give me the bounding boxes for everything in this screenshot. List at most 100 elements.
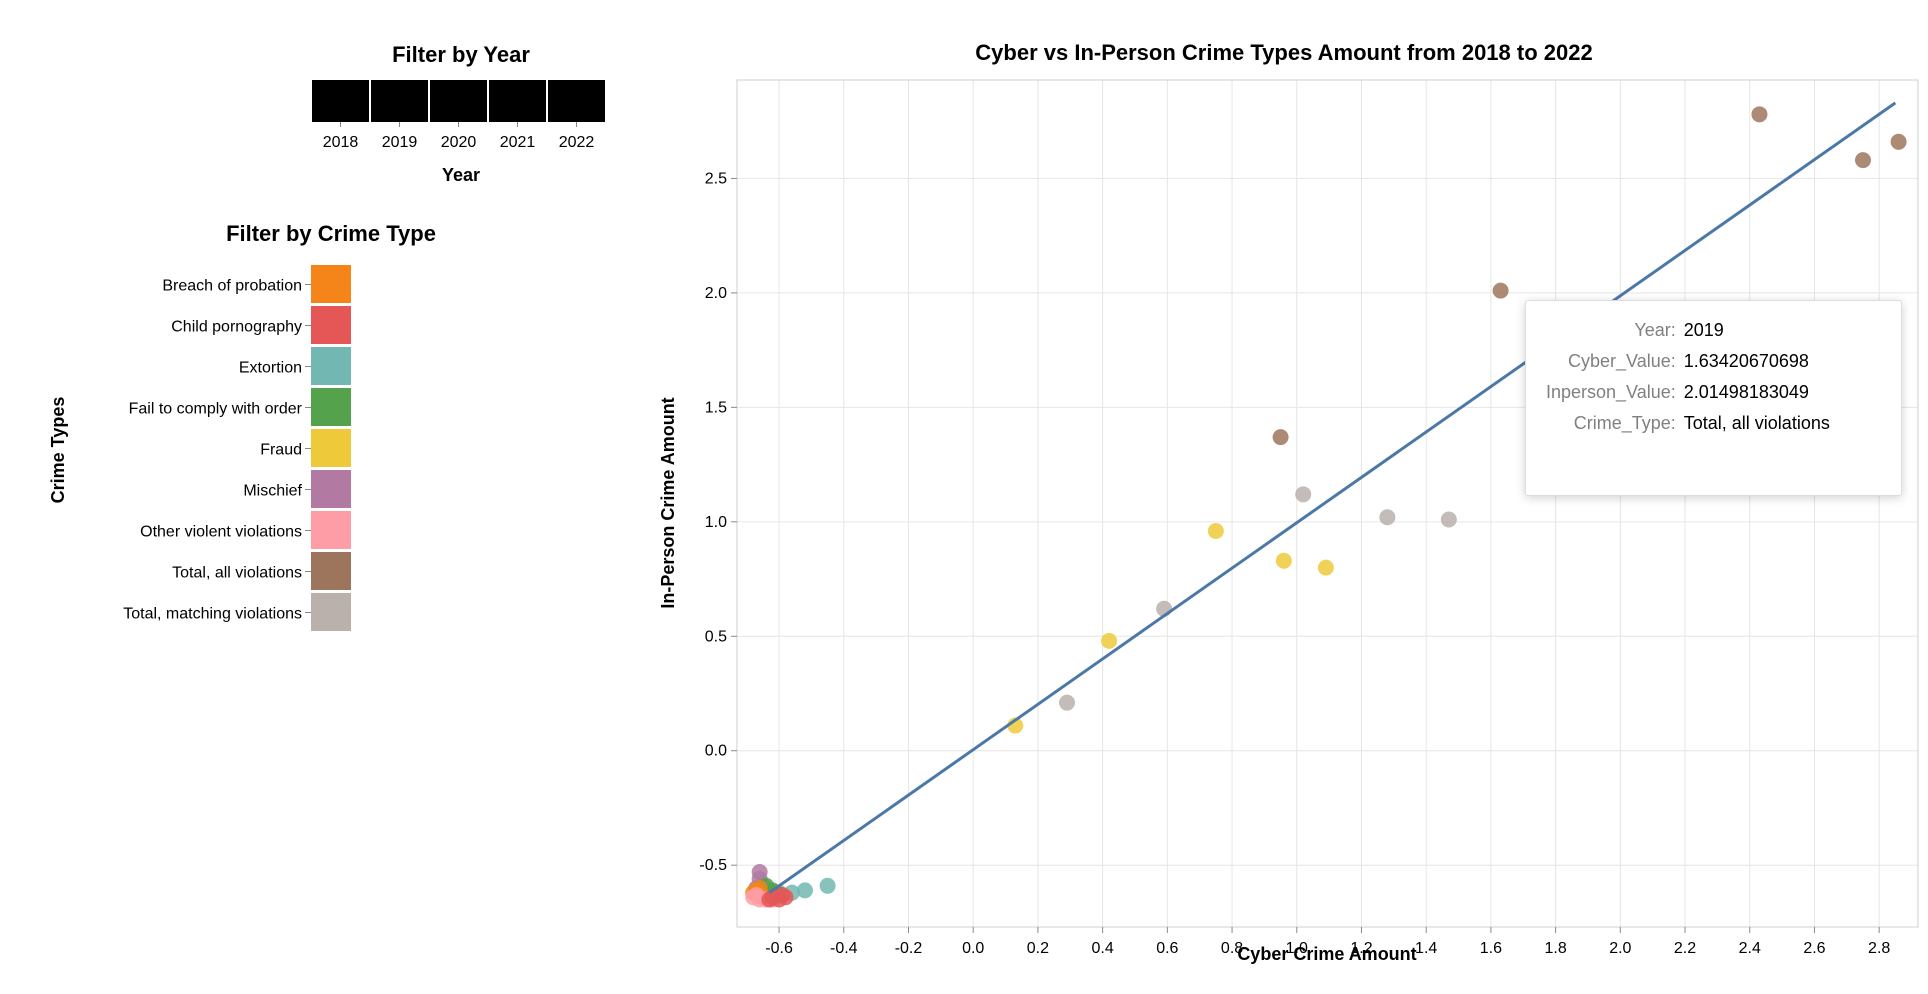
y-tick-label: 0.0 — [705, 743, 727, 760]
tooltip: Year: 2019 Cyber_Value: 1.63420670698 In… — [1525, 300, 1902, 496]
crime-type-label: Breach of probation — [162, 278, 302, 295]
tooltip-value: 2019 — [1683, 320, 1724, 340]
data-point[interactable] — [1295, 486, 1312, 503]
data-point[interactable] — [1101, 632, 1118, 649]
crime-type-swatch-other-violent-violations[interactable] — [311, 511, 351, 549]
tooltip-row-year: Year: 2019 — [1542, 315, 1834, 346]
year-cell-2022[interactable] — [548, 80, 605, 122]
plot-frame — [736, 79, 1919, 928]
crime-type-swatch-fraud[interactable] — [311, 429, 351, 467]
year-cell-2021[interactable] — [489, 80, 546, 122]
year-label: 2022 — [559, 134, 595, 151]
x-tick-label: -0.2 — [895, 940, 923, 957]
year-label: 2019 — [382, 134, 418, 151]
x-tick-label: 0.8 — [1221, 940, 1243, 957]
data-point[interactable] — [1492, 282, 1509, 299]
tooltip-row-inperson: Inperson_Value: 2.01498183049 — [1542, 377, 1834, 408]
year-cell-2018[interactable] — [312, 80, 369, 122]
x-tick-label: 1.0 — [1286, 940, 1308, 957]
data-point[interactable] — [748, 886, 765, 903]
scatter-chart: Cyber vs In-Person Crime Types Amount fr… — [658, 40, 1919, 964]
crime-type-label: Total, all violations — [172, 565, 302, 582]
y-tick-label: 1.5 — [705, 399, 727, 416]
crime-type-label: Extortion — [239, 360, 302, 377]
tooltip-value: 2.01498183049 — [1683, 382, 1809, 402]
crime-type-label: Other violent violations — [140, 524, 302, 541]
x-tick-label: 1.2 — [1350, 940, 1372, 957]
x-tick-label: 0.0 — [962, 940, 984, 957]
x-tick-label: 1.8 — [1544, 940, 1566, 957]
data-point[interactable] — [1272, 429, 1289, 446]
tooltip-key: Cyber_Value: — [1568, 351, 1676, 371]
year-cell-2019[interactable] — [371, 80, 428, 122]
year-filter-axis-title: Year — [442, 165, 480, 185]
crime-type-swatch-extortion[interactable] — [311, 347, 351, 385]
crime-type-axis-title: Crime Types — [48, 397, 68, 504]
tooltip-row-crime-type: Crime_Type: Total, all violations — [1542, 408, 1834, 439]
y-tick-label: 2.0 — [705, 285, 727, 302]
tooltip-key: Crime_Type: — [1573, 413, 1676, 433]
y-axis: -0.5 0.0 0.5 1.0 1.5 2.0 2.5 — [699, 170, 737, 874]
x-tick-label: 0.2 — [1027, 940, 1049, 957]
tooltip-value: Total, all violations — [1683, 413, 1830, 433]
tooltip-key: Year: — [1634, 320, 1676, 340]
crime-type-label: Fraud — [260, 442, 302, 459]
x-tick-label: 1.4 — [1415, 940, 1437, 957]
trend-line — [768, 101, 1897, 894]
x-tick-label: -0.4 — [830, 940, 858, 957]
crime-type-swatch-total-matching-violations[interactable] — [311, 593, 351, 631]
year-label: 2018 — [323, 134, 359, 151]
tooltip-table: Year: 2019 Cyber_Value: 1.63420670698 In… — [1542, 315, 1834, 439]
year-cell-2020[interactable] — [430, 80, 487, 122]
crime-type-swatch-fail-to-comply-with-order[interactable] — [311, 388, 351, 426]
y-axis-title: In-Person Crime Amount — [658, 397, 678, 608]
year-label: 2020 — [441, 134, 477, 151]
data-point[interactable] — [1059, 694, 1076, 711]
y-tick-label: 1.0 — [705, 514, 727, 531]
x-tick-label: -0.6 — [765, 940, 793, 957]
year-filter-title: Filter by Year — [392, 42, 530, 67]
crime-type-label: Mischief — [243, 483, 302, 500]
data-point[interactable] — [1751, 106, 1768, 123]
crime-type-filter-title: Filter by Crime Type — [226, 221, 436, 246]
data-point[interactable] — [796, 882, 813, 899]
crime-type-swatch-total-all-violations[interactable] — [311, 552, 351, 590]
x-tick-label: 2.6 — [1803, 940, 1825, 957]
data-point[interactable] — [1379, 509, 1396, 526]
crime-type-swatch-child-pornography[interactable] — [311, 306, 351, 344]
crime-type-swatch-mischief[interactable] — [311, 470, 351, 508]
data-point[interactable] — [1890, 133, 1907, 150]
x-tick-label: 2.2 — [1674, 940, 1696, 957]
data-point[interactable] — [1275, 552, 1292, 569]
data-point[interactable] — [1207, 522, 1224, 539]
x-axis-title: Cyber Crime Amount — [1237, 944, 1416, 964]
x-tick-label: 2.8 — [1868, 940, 1890, 957]
data-point[interactable] — [819, 877, 836, 894]
x-tick-label: 2.4 — [1739, 940, 1761, 957]
x-tick-label: 2.0 — [1609, 940, 1631, 957]
data-point[interactable] — [1317, 559, 1334, 576]
data-point[interactable] — [774, 886, 791, 903]
crime-type-label: Fail to comply with order — [129, 401, 303, 418]
data-point[interactable] — [761, 891, 778, 908]
crime-type-label: Total, matching violations — [123, 606, 302, 623]
year-cells: 2018 2019 2020 2021 2022 — [312, 80, 605, 151]
y-tick-label: -0.5 — [699, 857, 727, 874]
y-tick-label: 2.5 — [705, 170, 727, 187]
year-filter: Filter by Year 2018 2019 2020 2021 2022 Year — [312, 42, 605, 185]
crime-type-swatch-breach-of-probation[interactable] — [311, 265, 351, 303]
data-point[interactable] — [1854, 152, 1871, 169]
data-point[interactable] — [1440, 511, 1457, 528]
tooltip-key: Inperson_Value: — [1546, 382, 1676, 402]
x-tick-label: 1.6 — [1480, 940, 1502, 957]
chart-title: Cyber vs In-Person Crime Types Amount fr… — [975, 40, 1592, 65]
x-tick-label: 0.6 — [1156, 940, 1178, 957]
y-tick-label: 0.5 — [705, 628, 727, 645]
crime-type-filter: Filter by Crime Type Crime Types Breach … — [48, 221, 436, 631]
year-label: 2021 — [500, 134, 536, 151]
crime-type-label: Child pornography — [171, 319, 302, 336]
x-tick-label: 0.4 — [1091, 940, 1113, 957]
tooltip-row-cyber: Cyber_Value: 1.63420670698 — [1542, 346, 1834, 377]
tooltip-value: 1.63420670698 — [1683, 351, 1809, 371]
x-axis: -0.6 -0.4 -0.2 0.0 0.2 0.4 0.6 0.8 1.0 1.2 1.4 1.6 1… — [765, 927, 1890, 957]
